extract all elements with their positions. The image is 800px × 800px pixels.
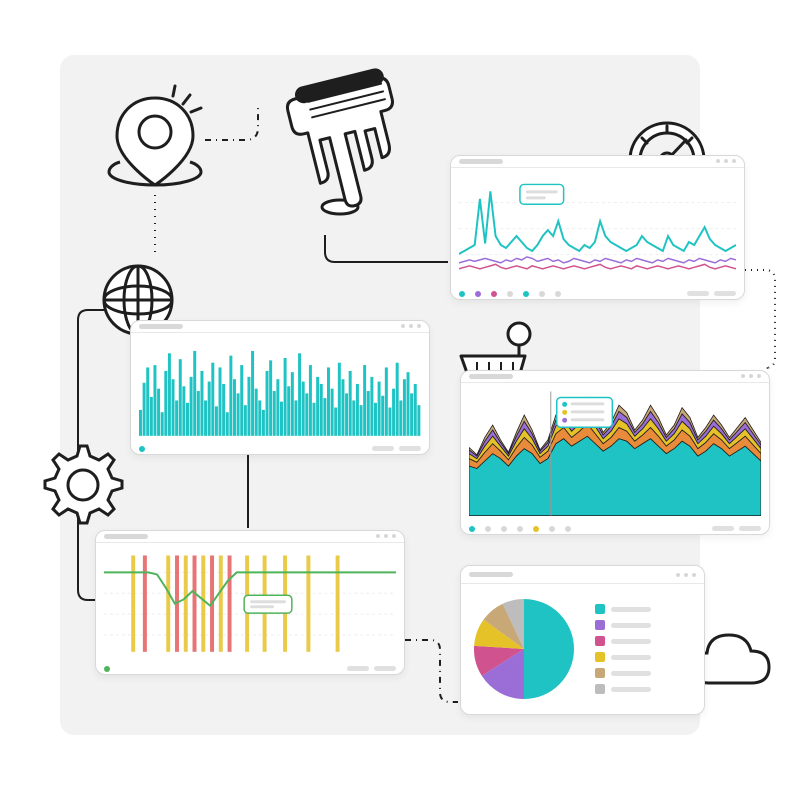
band-chart-card	[95, 530, 405, 675]
area-chart-card	[460, 370, 770, 535]
pie-chart-card	[460, 565, 705, 715]
glove-icon	[290, 75, 430, 215]
line-chart-card	[450, 155, 745, 300]
pin-icon	[105, 90, 205, 190]
gear-icon	[35, 440, 125, 530]
card-header	[451, 156, 744, 168]
bar-chart-card	[130, 320, 430, 455]
